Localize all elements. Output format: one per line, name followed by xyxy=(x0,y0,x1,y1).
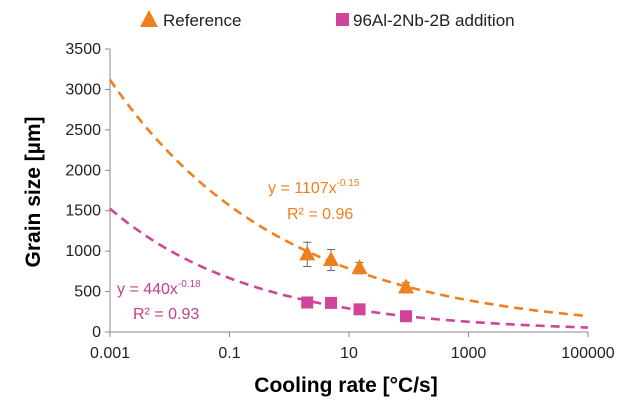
x-axis-ticks: 0.001 0.1 10 1000 100000 xyxy=(90,332,615,362)
data-point-nb-b-addition xyxy=(400,310,413,323)
r2-nb-b-addition: R² = 0.93 xyxy=(133,306,199,323)
legend-label-reference: Reference xyxy=(163,11,241,30)
data-point-reference xyxy=(323,251,340,267)
data-point-reference xyxy=(398,278,415,294)
legend-marker-nb-b-addition xyxy=(336,13,349,26)
y-tick-label: 1000 xyxy=(65,243,101,260)
x-tick-label: 1000 xyxy=(451,345,487,362)
y-tick-label: 2000 xyxy=(65,162,101,179)
fit-equation-reference: y = 1107x-0.15 R² = 0.96 xyxy=(268,178,360,223)
data-point-reference xyxy=(351,259,368,275)
y-tick-label: 3000 xyxy=(65,81,101,98)
legend-item-reference: Reference xyxy=(140,10,241,30)
data-points xyxy=(299,245,415,323)
fit-curves xyxy=(108,78,589,329)
legend-item-nb-b-addition: 96Al-2Nb-2B addition xyxy=(336,11,515,30)
x-tick-label: 100000 xyxy=(561,345,614,362)
fit-curve-reference xyxy=(108,78,589,318)
legend-marker-reference xyxy=(140,10,158,27)
data-point-reference xyxy=(299,245,316,261)
data-point-nb-b-addition xyxy=(301,296,314,309)
data-point-nb-b-addition xyxy=(325,296,338,309)
plot-area: 0 500 1000 1500 2000 2500 3000 3500 0.001 0.1 10 1… xyxy=(65,41,614,362)
x-tick-label: 0.001 xyxy=(90,345,130,362)
equation-reference: y = 1107x-0.15 xyxy=(268,178,360,197)
x-tick-label: 0.1 xyxy=(218,345,240,362)
data-point-nb-b-addition xyxy=(353,303,366,316)
y-tick-label: 500 xyxy=(74,284,101,301)
legend-label-nb-b-addition: 96Al-2Nb-2B addition xyxy=(353,11,515,30)
x-tick-label: 10 xyxy=(340,345,358,362)
y-tick-label: 3500 xyxy=(65,41,101,58)
y-axis-ticks: 0 500 1000 1500 2000 2500 3000 3500 xyxy=(65,41,110,341)
y-tick-label: 1500 xyxy=(65,203,101,220)
r2-reference: R² = 0.96 xyxy=(287,206,353,223)
x-axis-title: Cooling rate [°C/s] xyxy=(254,374,437,397)
fit-equation-nb-b-addition: y = 440x-0.18 R² = 0.93 xyxy=(117,279,201,323)
legend: Reference 96Al-2Nb-2B addition xyxy=(140,10,515,30)
y-tick-label: 2500 xyxy=(65,122,101,139)
y-axis-title: Grain size [µm] xyxy=(22,117,45,268)
equation-nb-b-addition: y = 440x-0.18 xyxy=(117,279,201,298)
fit-curve-nb-b-addition xyxy=(109,207,589,329)
y-tick-label: 0 xyxy=(92,324,101,341)
